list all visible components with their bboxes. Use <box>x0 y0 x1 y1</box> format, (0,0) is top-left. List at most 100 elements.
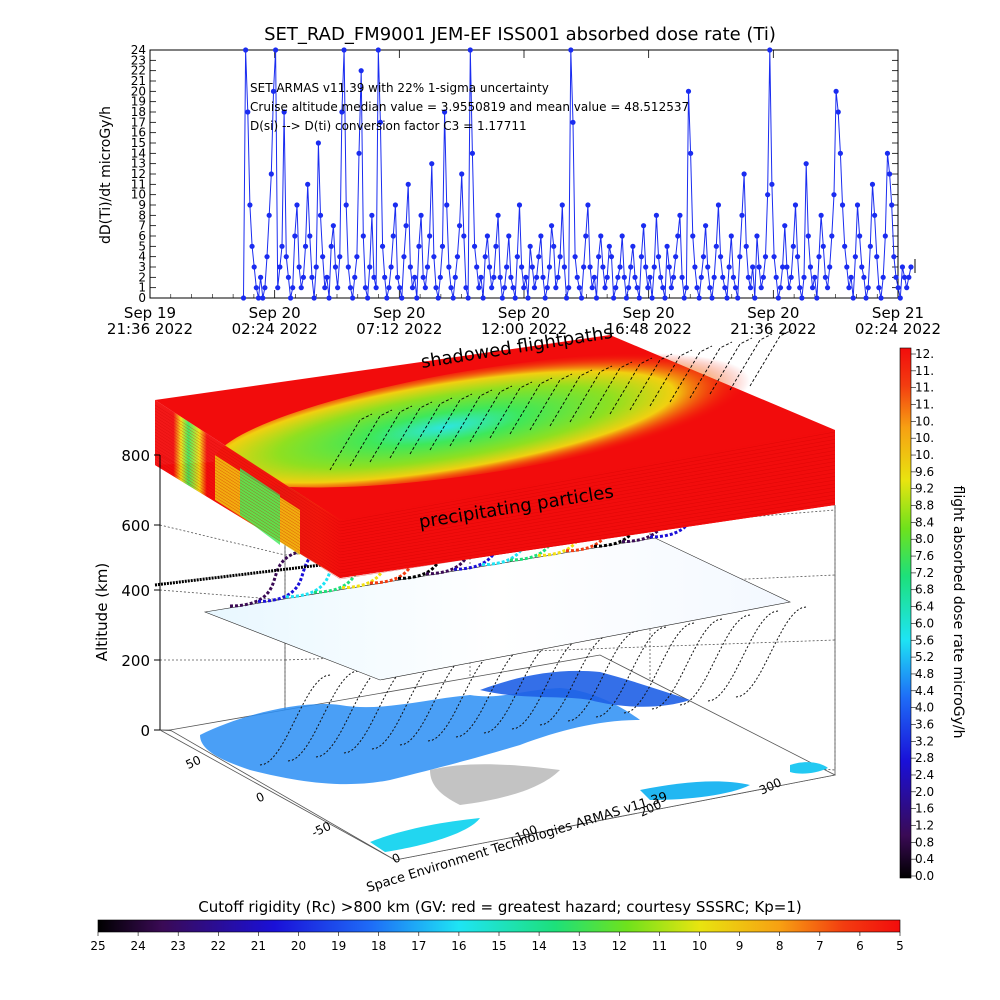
data-point <box>854 202 861 208</box>
rigidity-tick-label: 8 <box>776 939 784 953</box>
data-point <box>345 264 351 270</box>
data-point <box>484 233 490 239</box>
data-point <box>373 285 379 291</box>
data-point <box>497 274 503 280</box>
data-point <box>444 202 450 208</box>
altitude-axis: Altitude (km) 0 200 400 600 800 <box>93 447 161 740</box>
data-point <box>412 274 418 280</box>
data-point <box>730 274 737 280</box>
data-point <box>394 274 401 280</box>
ground-track <box>259 674 331 766</box>
y-tick-label: 8 <box>138 208 146 222</box>
data-point <box>677 212 683 218</box>
y-tick-label: 10 <box>131 188 146 202</box>
data-point <box>326 295 332 301</box>
data-point <box>848 274 854 280</box>
data-point <box>332 264 339 270</box>
dose-tick-label: 0.4 <box>915 852 934 866</box>
data-point <box>824 285 831 291</box>
slab-layer-line <box>339 446 836 535</box>
series-dose-rate <box>240 47 916 301</box>
data-point <box>568 47 574 53</box>
data-point <box>339 109 345 115</box>
y-tick-label: 1 <box>138 281 146 295</box>
data-point <box>407 264 413 270</box>
data-point <box>454 254 461 260</box>
data-point <box>529 264 535 270</box>
slab-layer-line <box>154 410 341 529</box>
data-point <box>255 295 262 301</box>
dose-tick-label: 3.2 <box>915 734 934 748</box>
data-point <box>272 47 279 53</box>
data-point <box>429 161 435 167</box>
dose-tick-label: 8.4 <box>915 515 934 529</box>
data-point <box>709 295 715 301</box>
data-point <box>585 202 591 208</box>
data-point <box>352 274 358 280</box>
x-tick-label-date: Sep 19 <box>124 304 176 322</box>
data-point <box>788 274 794 280</box>
y-tick-label: 18 <box>131 105 146 119</box>
data-point <box>765 192 771 198</box>
y-tick-label: 19 <box>131 95 146 109</box>
dose-tick-label: 5.2 <box>915 650 934 664</box>
x-tick-label-time: 21:36 2022 <box>107 320 193 338</box>
data-point <box>544 285 550 291</box>
data-point <box>270 88 277 94</box>
data-point <box>698 274 704 280</box>
data-point <box>829 233 835 239</box>
rigidity-tick-label: 20 <box>291 939 306 953</box>
data-point <box>839 202 846 208</box>
data-point <box>844 264 850 270</box>
data-point <box>285 274 292 280</box>
altitude-tick-label: 800 <box>121 447 150 465</box>
data-point <box>863 295 869 301</box>
y-tick-label: 17 <box>131 115 146 129</box>
data-point <box>476 285 482 291</box>
data-point <box>901 274 908 280</box>
data-point <box>679 274 685 280</box>
slab-layer-line <box>339 494 836 574</box>
data-point <box>324 274 330 280</box>
data-point <box>268 171 274 177</box>
slab-layer-line <box>154 407 341 526</box>
data-point <box>647 274 653 280</box>
flightpath-streak <box>549 369 593 427</box>
data-point <box>814 295 820 301</box>
ground-track <box>287 670 359 762</box>
data-point <box>720 274 726 280</box>
ground-track <box>539 634 611 726</box>
data-point <box>600 264 606 270</box>
data-point <box>519 264 525 270</box>
data-point <box>298 285 304 291</box>
data-point <box>287 295 294 301</box>
data-point <box>354 254 360 260</box>
data-point <box>467 47 473 53</box>
data-point <box>780 264 786 270</box>
data-point <box>437 274 443 280</box>
dose-tick-label: 6.8 <box>915 583 934 597</box>
data-point <box>893 274 899 280</box>
flightpath-streak <box>489 381 533 439</box>
data-point <box>384 295 390 301</box>
data-point <box>486 264 493 270</box>
data-point <box>750 264 756 270</box>
slab-layer-line <box>339 476 836 559</box>
data-point <box>495 212 501 218</box>
data-point <box>827 264 833 270</box>
data-point <box>300 274 307 280</box>
annotation-conversion: D(si) --> D(ti) conversion factor C3 = 1… <box>250 119 527 133</box>
data-point <box>397 285 403 291</box>
data-point <box>794 254 801 260</box>
data-point <box>478 274 484 280</box>
rigidity-tick-label: 12 <box>612 939 627 953</box>
y-tick-label: 9 <box>138 198 146 212</box>
data-point <box>456 223 463 229</box>
slab-layer-line <box>154 413 341 532</box>
slab-layer-line <box>154 419 341 538</box>
data-point <box>741 171 747 177</box>
data-point <box>253 285 259 291</box>
data-point <box>309 274 315 280</box>
data-point <box>745 274 751 280</box>
